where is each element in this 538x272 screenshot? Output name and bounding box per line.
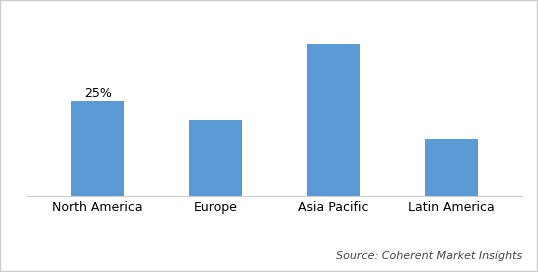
- Bar: [307, 44, 360, 196]
- Text: Source: Coherent Market Insights: Source: Coherent Market Insights: [336, 251, 522, 261]
- Bar: [189, 120, 242, 196]
- Bar: [424, 139, 478, 196]
- Bar: [71, 101, 124, 196]
- Text: 25%: 25%: [84, 87, 111, 100]
